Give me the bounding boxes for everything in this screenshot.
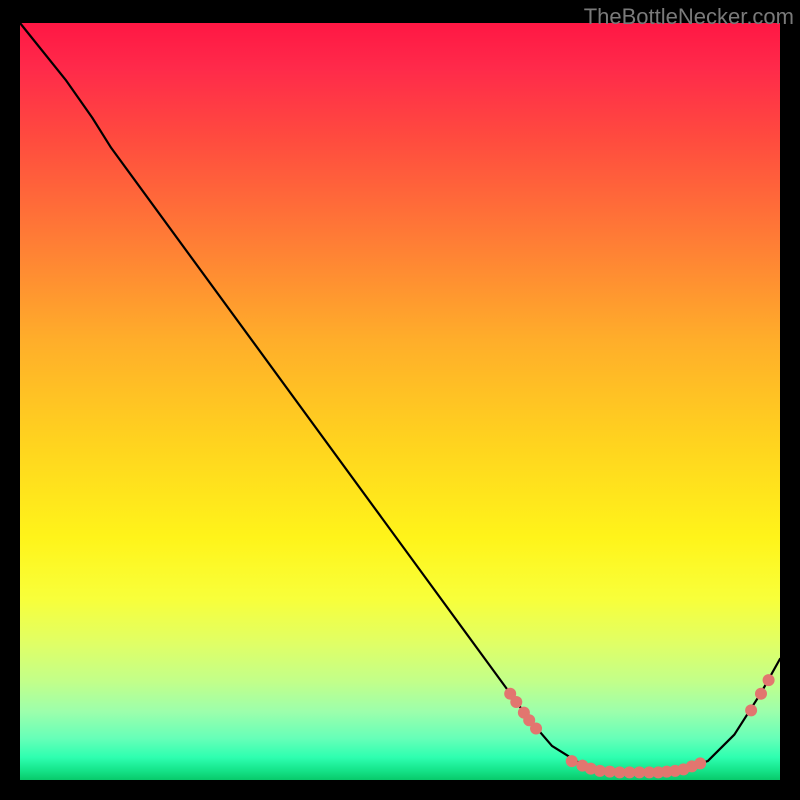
data-marker [755,688,767,700]
data-marker [510,696,522,708]
data-marker [763,674,775,686]
plot-background-gradient [20,23,780,780]
data-marker [745,704,757,716]
data-marker [694,757,706,769]
chart-container: { "watermark": { "text": "TheBottleNecke… [0,0,800,800]
bottleneck-chart [0,0,800,800]
data-marker [530,723,542,735]
watermark-text: TheBottleNecker.com [584,4,794,30]
data-marker [566,755,578,767]
